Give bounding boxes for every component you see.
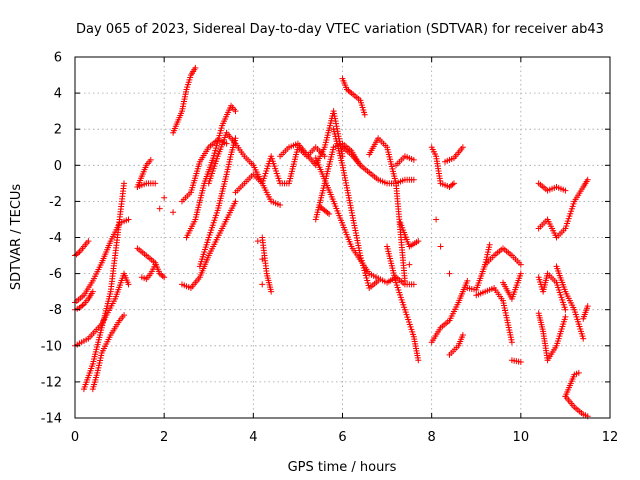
data-point xyxy=(562,313,569,320)
x-tick-label: 12 xyxy=(602,430,619,445)
data-point xyxy=(232,198,239,205)
data-point xyxy=(449,181,456,188)
data-point xyxy=(517,270,524,277)
data-point xyxy=(170,209,177,216)
data-point xyxy=(584,176,591,183)
data-point xyxy=(79,302,86,309)
data-point xyxy=(254,238,261,245)
data-point xyxy=(415,238,422,245)
y-tick-label: -10 xyxy=(41,339,62,354)
data-point xyxy=(268,288,275,295)
y-axis-label: SDTVAR / TECUs xyxy=(9,184,24,291)
data-point xyxy=(232,108,239,115)
data-point xyxy=(410,281,417,288)
x-axis-label: GPS time / hours xyxy=(288,460,397,475)
data-point xyxy=(192,64,199,71)
data-point xyxy=(156,205,163,212)
data-point xyxy=(346,88,353,95)
y-tick-label: 2 xyxy=(54,123,62,138)
y-tick-label: -14 xyxy=(41,412,62,427)
data-point xyxy=(324,209,331,216)
data-point xyxy=(508,339,515,346)
x-tick-label: 4 xyxy=(249,430,257,445)
data-point xyxy=(437,243,444,250)
y-tick-label: -8 xyxy=(49,303,62,318)
data-point xyxy=(406,261,413,268)
data-point xyxy=(410,176,417,183)
data-point xyxy=(464,277,471,284)
y-tick-label: -6 xyxy=(49,267,62,282)
data-point xyxy=(125,281,132,288)
axis-ticks: 0 2 4 6 8 10 12 -14 -12 -10 -8 -6 -4 -2 0 2 4 6 xyxy=(41,51,619,446)
data-point xyxy=(584,303,591,310)
data-point xyxy=(575,369,582,376)
y-tick-label: 0 xyxy=(54,159,62,174)
data-point xyxy=(161,274,168,281)
data-point xyxy=(562,306,569,313)
data-point xyxy=(161,194,168,201)
x-tick-label: 10 xyxy=(513,430,530,445)
y-tick-label: 4 xyxy=(54,87,62,102)
data-point xyxy=(259,281,266,288)
y-tick-label: -4 xyxy=(49,231,62,246)
data-point xyxy=(277,202,284,209)
data-point xyxy=(74,250,81,257)
data-point xyxy=(223,140,230,147)
data-point xyxy=(459,331,466,338)
x-tick-label: 0 xyxy=(71,430,79,445)
data-point xyxy=(517,261,524,268)
x-tick-label: 2 xyxy=(160,430,168,445)
data-point xyxy=(415,357,422,364)
data-point xyxy=(121,312,128,319)
data-point xyxy=(85,238,92,245)
data-point xyxy=(410,156,417,163)
grid-lines xyxy=(75,57,610,418)
data-point xyxy=(450,180,457,187)
data-point xyxy=(459,144,466,151)
data-point xyxy=(125,216,132,223)
data-point xyxy=(580,335,587,342)
data-point xyxy=(89,288,96,295)
y-tick-label: -2 xyxy=(49,195,62,210)
data-point xyxy=(121,180,128,187)
x-tick-label: 8 xyxy=(428,430,436,445)
data-point xyxy=(401,234,408,241)
data-point xyxy=(259,256,266,263)
data-point xyxy=(517,359,524,366)
data-point xyxy=(159,273,166,280)
data-point xyxy=(326,211,333,218)
data-point xyxy=(147,156,154,163)
data-points xyxy=(72,64,591,420)
data-point xyxy=(486,241,493,248)
data-point xyxy=(361,111,368,118)
y-tick-label: -12 xyxy=(41,375,62,390)
x-tick-label: 6 xyxy=(338,430,346,445)
data-point xyxy=(433,216,440,223)
data-point xyxy=(446,270,453,277)
y-tick-label: 6 xyxy=(54,51,62,66)
chart-title: Day 065 of 2023, Sidereal Day-to-day VTE… xyxy=(76,22,604,37)
data-point xyxy=(152,261,159,268)
data-point xyxy=(152,180,159,187)
data-point xyxy=(562,187,569,194)
